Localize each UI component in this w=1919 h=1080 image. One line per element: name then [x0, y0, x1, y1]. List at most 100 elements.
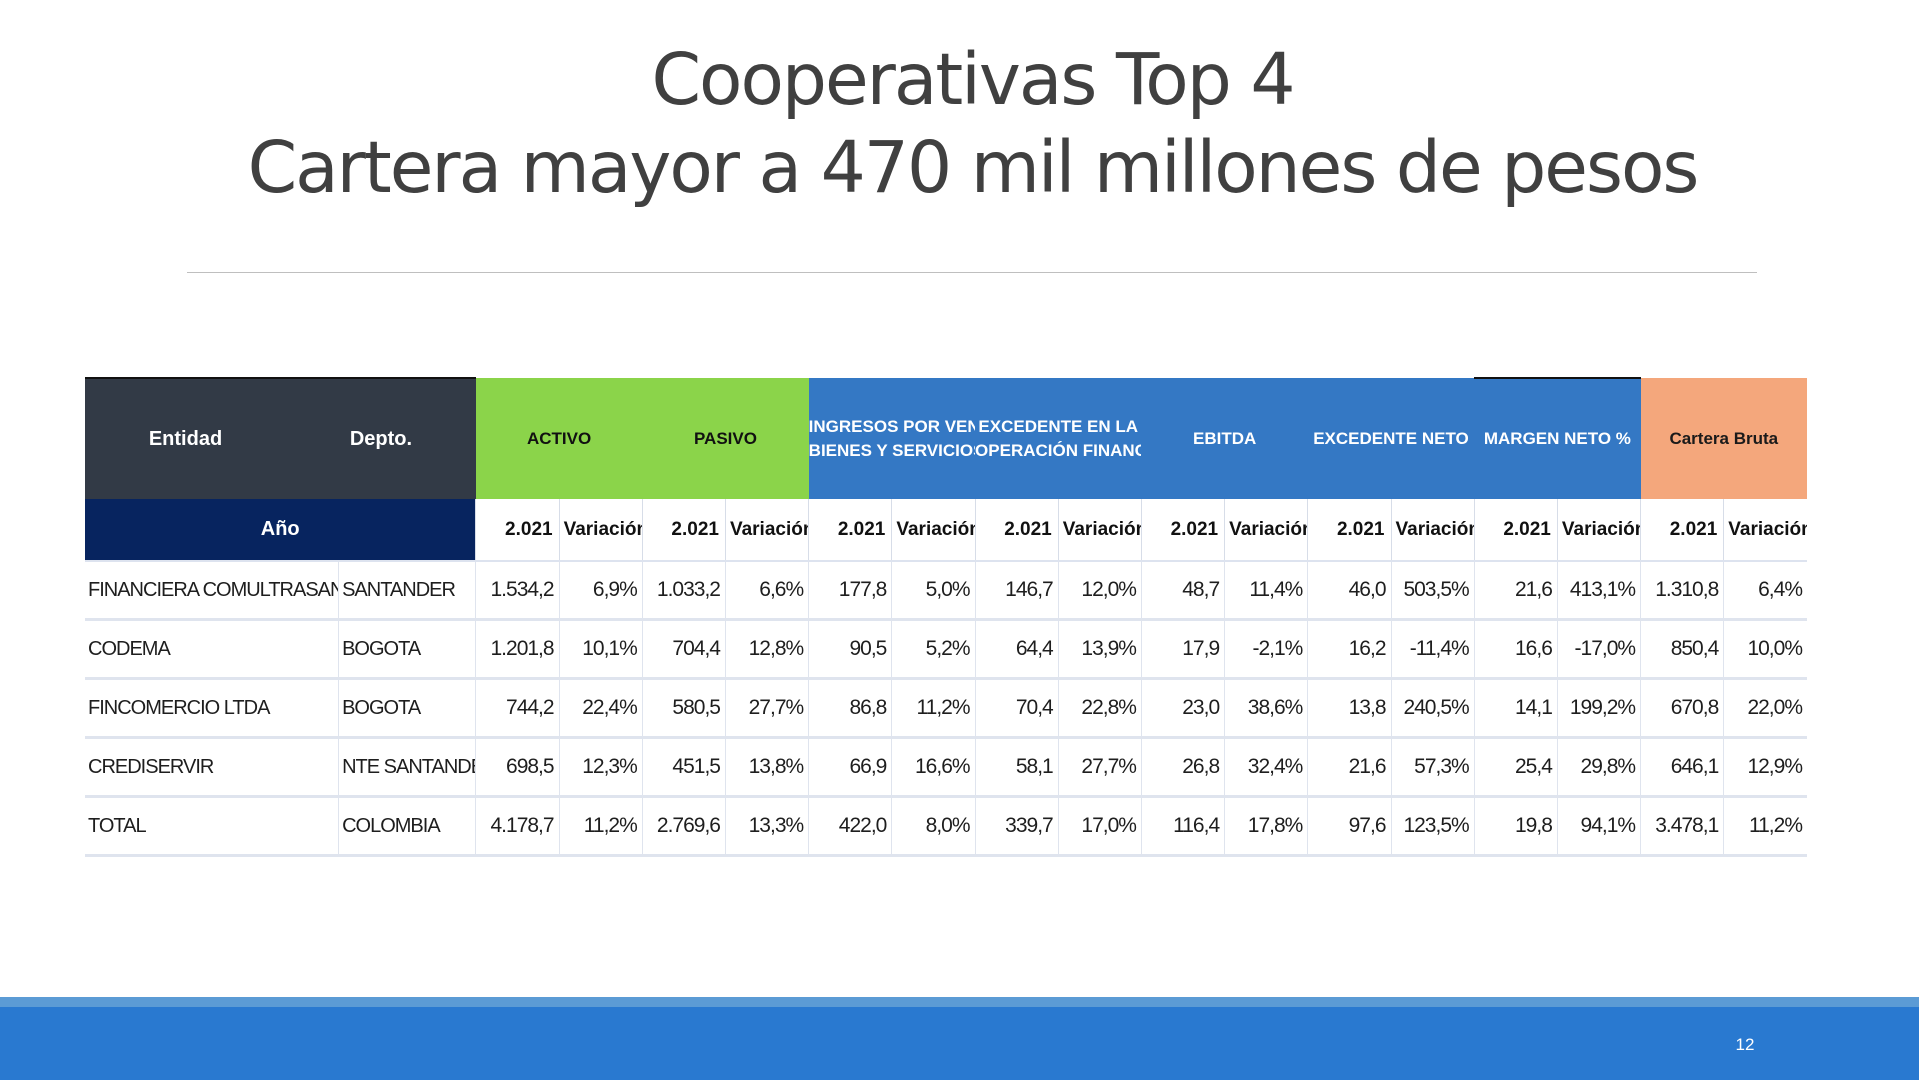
cell-value: -17,0%	[1556, 619, 1641, 680]
subheader-variacion: Variación	[724, 499, 809, 562]
cell-value: 1.033,2	[641, 561, 726, 621]
header-entidad: Entidad	[148, 428, 223, 450]
cell-value: 13,8	[1307, 678, 1391, 739]
cell-value: 451,5	[641, 737, 726, 798]
cell-value: 57,3%	[1390, 737, 1475, 798]
cell-value: 11,2%	[891, 678, 976, 739]
cell-entidad: CODEMA	[85, 619, 339, 680]
cell-value: 16,2	[1307, 619, 1391, 680]
cell-value: 6,4%	[1723, 561, 1807, 621]
table-subheader-row: Año 2.021 Variación 2.021 Variación 2.02…	[85, 499, 1807, 562]
cell-depto: NTE SANTANDER	[338, 737, 476, 798]
cell-value: 22,0%	[1723, 678, 1807, 739]
cell-value: 48,7	[1140, 561, 1225, 621]
header-depto: Depto.	[349, 428, 413, 450]
cell-value: 3.478,1	[1640, 796, 1724, 857]
cell-value: 97,6	[1307, 796, 1391, 857]
cell-value: 21,6	[1307, 737, 1391, 798]
subheader-variacion: Variación	[1390, 499, 1475, 562]
cell-value: 70,4	[974, 678, 1059, 739]
cell-value: 850,4	[1640, 619, 1724, 680]
cell-value: 1.201,8	[475, 619, 560, 680]
cell-value: 10,1%	[558, 619, 643, 680]
subheader-year: 2.021	[475, 499, 560, 562]
cell-value: 16,6	[1473, 619, 1558, 680]
subheader-anio: Año	[85, 499, 476, 562]
cell-value: 27,7%	[724, 678, 809, 739]
header-excedente-neto: EXCEDENTE NETO	[1307, 378, 1475, 499]
cell-value: 13,8%	[724, 737, 809, 798]
title-line-1: Cooperativas Top 4	[651, 38, 1295, 121]
cell-value: 12,8%	[724, 619, 809, 680]
cell-value: 123,5%	[1390, 796, 1475, 857]
cell-value: 10,0%	[1723, 619, 1807, 680]
cell-value: 339,7	[974, 796, 1059, 857]
table-header-row: Entidad Depto. ACTIVO PASIVO INGRESOS PO…	[85, 377, 1807, 499]
financial-table: Entidad Depto. ACTIVO PASIVO INGRESOS PO…	[85, 377, 1807, 857]
cell-value: 704,4	[641, 619, 726, 680]
cell-value: 12,0%	[1057, 561, 1142, 621]
header-ingresos-line1: INGRESOS POR VENTA DE	[808, 416, 976, 436]
cell-value: 22,4%	[558, 678, 643, 739]
subheader-year: 2.021	[1140, 499, 1225, 562]
header-margen-neto: MARGEN NETO %	[1474, 377, 1641, 499]
cell-value: 27,7%	[1057, 737, 1142, 798]
cell-value: 14,1	[1473, 678, 1558, 739]
footer-bar	[0, 1007, 1919, 1080]
cell-value: 23,0	[1140, 678, 1225, 739]
header-pasivo: PASIVO	[642, 378, 809, 499]
cell-value: 22,8%	[1057, 678, 1142, 739]
cell-value: 646,1	[1640, 737, 1724, 798]
header-excedente-operacion: EXCEDENTE EN LA OPERACIÓN FINANCIERA	[975, 378, 1142, 499]
table-row: FINCOMERCIO LTDA BOGOTA 744,2 22,4% 580,…	[85, 678, 1807, 739]
subheader-variacion: Variación	[1057, 499, 1142, 562]
cell-entidad: FINANCIERA COMULTRASAN LTDA	[85, 561, 339, 621]
header-excedente-op-line2: OPERACIÓN FINANCIERA	[975, 440, 1142, 460]
table-row: CODEMA BOGOTA 1.201,8 10,1% 704,4 12,8% …	[85, 619, 1807, 680]
cell-value: 199,2%	[1556, 678, 1641, 739]
subheader-year: 2.021	[808, 499, 892, 562]
subheader-year: 2.021	[1473, 499, 1558, 562]
cell-value: 12,9%	[1723, 737, 1807, 798]
cell-value: 94,1%	[1556, 796, 1641, 857]
cell-value: 17,8%	[1224, 796, 1308, 857]
subheader-variacion: Variación	[1556, 499, 1641, 562]
cell-value: 146,7	[974, 561, 1059, 621]
cell-value: 240,5%	[1390, 678, 1475, 739]
cell-depto: BOGOTA	[338, 678, 476, 739]
cell-entidad: CREDISERVIR	[85, 737, 339, 798]
cell-value: 86,8	[808, 678, 892, 739]
cell-value: 698,5	[475, 737, 560, 798]
cell-value: 744,2	[475, 678, 560, 739]
cell-value: 6,9%	[558, 561, 643, 621]
cell-entidad: TOTAL	[85, 796, 339, 857]
cell-value: 11,4%	[1224, 561, 1308, 621]
cell-value: 580,5	[641, 678, 726, 739]
cell-value: 25,4	[1473, 737, 1558, 798]
cell-value: 8,0%	[891, 796, 976, 857]
cell-value: 90,5	[808, 619, 892, 680]
cell-depto: BOGOTA	[338, 619, 476, 680]
subheader-variacion: Variación	[558, 499, 643, 562]
cell-value: 21,6	[1473, 561, 1558, 621]
title-divider	[187, 272, 1757, 273]
cell-depto: SANTANDER	[338, 561, 476, 621]
cell-value: 503,5%	[1390, 561, 1475, 621]
cell-value: 5,0%	[891, 561, 976, 621]
header-ingresos-line2: BIENES Y SERVICIOS	[808, 440, 976, 460]
subheader-year: 2.021	[974, 499, 1059, 562]
cell-value: 32,4%	[1224, 737, 1308, 798]
cell-value: 1.534,2	[475, 561, 560, 621]
cell-value: 17,9	[1140, 619, 1225, 680]
table-row: CREDISERVIR NTE SANTANDER 698,5 12,3% 45…	[85, 737, 1807, 798]
table-row: FINANCIERA COMULTRASAN LTDA SANTANDER 1.…	[85, 561, 1807, 621]
cell-value: 29,8%	[1556, 737, 1641, 798]
subheader-variacion: Variación	[1723, 499, 1807, 562]
subheader-variacion: Variación	[1224, 499, 1308, 562]
cell-entidad: FINCOMERCIO LTDA	[85, 678, 339, 739]
header-entidad-depto: Entidad Depto.	[85, 377, 476, 499]
cell-value: 6,6%	[724, 561, 809, 621]
slide-title: Cooperativas Top 4 Cartera mayor a 470 m…	[0, 36, 1919, 212]
cell-value: 422,0	[808, 796, 892, 857]
header-cartera-bruta: Cartera Bruta	[1640, 378, 1807, 499]
